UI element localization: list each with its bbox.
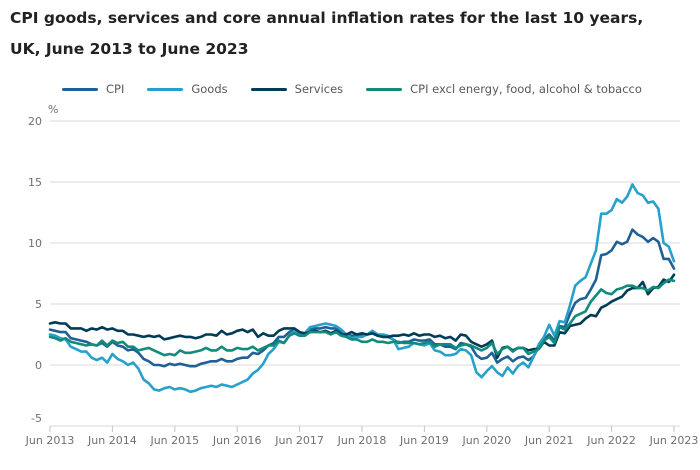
- chart-title: CPI goods, services and core annual infl…: [10, 8, 690, 70]
- series-line-cpi-excl-energy-food-alcohol-tobacco: [48, 278, 676, 357]
- legend-swatch-services: [250, 87, 287, 91]
- y-axis-label-20: 20: [28, 115, 42, 128]
- y-axis-label-0: 0: [35, 359, 42, 372]
- y-axis-label-5: 5: [35, 298, 42, 311]
- x-axis-label-jun-2014: Jun 2014: [87, 434, 137, 447]
- y-axis-label--5: -5: [31, 412, 42, 425]
- x-axis-label-jun-2013: Jun 2013: [25, 434, 75, 447]
- chart-title-line-2: UK, June 2013 to June 2023: [10, 40, 249, 58]
- x-axis-label-jun-2021: Jun 2021: [524, 434, 574, 447]
- y-axis-label-10: 10: [28, 237, 42, 250]
- x-axis-label-jun-2022: Jun 2022: [586, 434, 636, 447]
- legend-swatch-cpi: [62, 87, 98, 91]
- chart-title-line-1: CPI goods, services and core annual infl…: [10, 9, 644, 27]
- legend-item-core: CPI excl energy, food, alcohol & tobacco: [366, 82, 642, 96]
- legend-label-core: CPI excl energy, food, alcohol & tobacco: [410, 82, 642, 96]
- x-axis-label-jun-2018: Jun 2018: [337, 434, 387, 447]
- legend-label-goods: Goods: [191, 82, 228, 96]
- legend-label-cpi: CPI: [106, 82, 125, 96]
- x-axis-label-jun-2017: Jun 2017: [274, 434, 324, 447]
- series-line-services: [48, 273, 676, 360]
- x-axis-label-jun-2020: Jun 2020: [461, 434, 511, 447]
- legend-swatch-core: [366, 87, 403, 91]
- y-axis-label-15: 15: [28, 176, 42, 189]
- legend: CPI Goods Services CPI excl energy, food…: [62, 82, 642, 96]
- legend-item-goods: Goods: [147, 82, 228, 96]
- x-axis-label-jun-2023: Jun 2023: [649, 434, 699, 447]
- x-axis-label-jun-2015: Jun 2015: [149, 434, 199, 447]
- series-line-goods: [48, 183, 676, 394]
- legend-item-services: Services: [250, 82, 344, 96]
- x-axis-label-jun-2019: Jun 2019: [399, 434, 449, 447]
- x-axis-label-jun-2016: Jun 2016: [212, 434, 262, 447]
- y-axis-unit-label: %: [48, 103, 59, 116]
- legend-label-services: Services: [294, 82, 344, 96]
- legend-item-cpi: CPI: [62, 82, 124, 96]
- legend-swatch-goods: [147, 87, 184, 91]
- series-line-cpi: [48, 228, 676, 368]
